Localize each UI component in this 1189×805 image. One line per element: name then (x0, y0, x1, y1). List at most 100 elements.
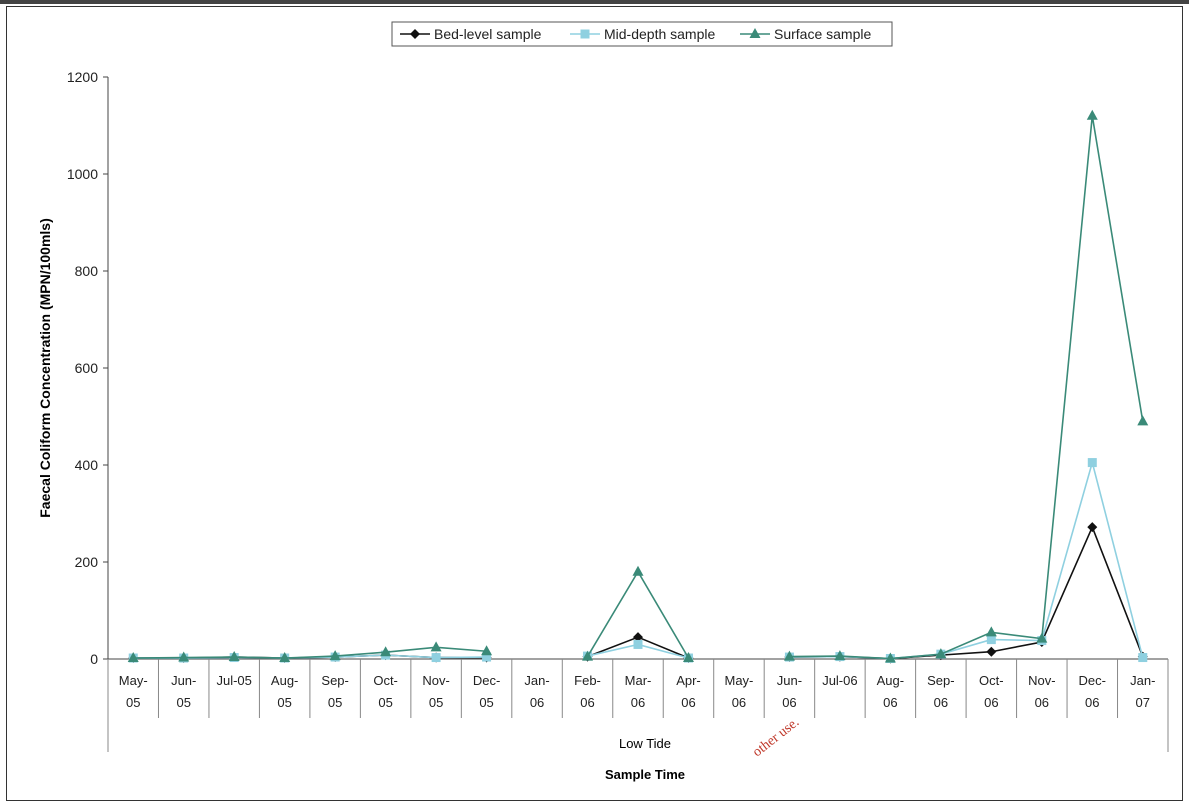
x-tick-label: Jun- (777, 673, 802, 688)
x-tick-label-line2: 06 (530, 695, 544, 710)
y-tick-label: 800 (75, 263, 99, 279)
data-point-diamond (986, 646, 997, 657)
data-point-triangle (380, 646, 392, 657)
y-axis: 0 200 400 600 800 1000 1200 (67, 69, 109, 667)
x-tick-label-line2: 05 (126, 695, 140, 710)
legend-item: Bed-level sample (400, 26, 542, 42)
x-tick-label-line2: 06 (984, 695, 998, 710)
data-point-diamond (633, 632, 643, 643)
x-tick-label: Dec- (473, 673, 500, 688)
data-point-triangle (834, 650, 846, 661)
x-tick-label: Jan- (1130, 673, 1155, 688)
data-point-square (986, 635, 996, 645)
y-axis-label: Faecal Coliform Concentration (MPN/100ml… (37, 218, 53, 518)
data-point-square (633, 639, 643, 649)
series-group (127, 109, 1149, 664)
data-point-triangle (985, 626, 997, 637)
x-axis-label: Sample Time (605, 767, 685, 782)
x-tick-label-line2: 06 (1085, 695, 1099, 710)
x-tick-label-line2: 06 (883, 695, 897, 710)
data-point-triangle (1036, 632, 1048, 643)
data-point-triangle (481, 645, 493, 656)
data-point-triangle (178, 651, 190, 662)
data-point-triangle (682, 652, 694, 663)
data-point-triangle (127, 652, 139, 663)
data-point-diamond (1087, 522, 1098, 533)
legend-box (391, 21, 893, 47)
x-tick-label: Nov- (422, 673, 449, 688)
data-point-triangle (749, 28, 761, 38)
legend-label: Bed-level sample (434, 26, 542, 42)
x-tick-label: Nov- (1028, 673, 1055, 688)
legend: Bed-level sample Mid-depth sample Surface … (391, 21, 893, 47)
data-point-diamond (410, 29, 420, 39)
data-point-triangle (228, 651, 240, 662)
x-tick-label: Oct- (979, 673, 1004, 688)
x-tick-label-line2: 06 (631, 695, 645, 710)
series-line (789, 459, 1144, 660)
x-tick-label: Jun- (171, 673, 196, 688)
x-tick-label-line2: 05 (429, 695, 443, 710)
x-tick-label: Dec- (1079, 673, 1106, 688)
x-tick-label: Aug- (877, 673, 904, 688)
top-border-line (0, 0, 1189, 4)
x-tick-label-line2: 06 (1035, 695, 1049, 710)
x-tick-label: Mar- (625, 673, 652, 688)
x-tick-label: Sep- (321, 673, 348, 688)
x-tick-label: Jul-05 (216, 673, 251, 688)
x-tick-label-line2: 05 (328, 695, 342, 710)
x-tick-label-line2: 07 (1136, 695, 1150, 710)
data-point-triangle (632, 565, 644, 576)
legend-item: Mid-depth sample (570, 26, 715, 42)
y-tick-label: 1200 (67, 69, 98, 85)
x-tick-label: Oct- (373, 673, 398, 688)
x-tick-label-line2: 06 (934, 695, 948, 710)
x-tick-label: Feb- (574, 673, 601, 688)
series-line (789, 524, 1144, 660)
data-point-square (482, 652, 492, 662)
x-axis: May- 05 Jun- 05 Jul-05 Aug- 05 Sep- 05 Oct- 05 Nov-… (107, 658, 1169, 752)
y-tick-label: 600 (75, 360, 99, 376)
x-tick-label: Sep- (927, 673, 954, 688)
data-point-square (1087, 458, 1097, 468)
x-tick-label: May- (119, 673, 148, 688)
x-tick-label: Aug- (271, 673, 298, 688)
legend-label: Mid-depth sample (604, 26, 715, 42)
legend-item: Surface sample (740, 26, 871, 42)
series-line (789, 115, 1144, 660)
x-tick-label-line2: 06 (580, 695, 594, 710)
legend-label: Surface sample (774, 26, 871, 42)
x-tick-label-line2: 06 (681, 695, 695, 710)
data-point-triangle (430, 641, 442, 652)
data-point-square (431, 653, 441, 663)
data-point-triangle (1086, 109, 1098, 120)
y-tick-label: 0 (90, 651, 98, 667)
x-tick-label-line2: 06 (732, 695, 746, 710)
chart-frame (6, 6, 1183, 801)
data-point-square (580, 29, 590, 39)
data-point-triangle (884, 652, 896, 663)
x-tick-label-line2: 05 (479, 695, 493, 710)
x-group-label: Low Tide (619, 736, 671, 751)
data-point-square (1138, 653, 1148, 663)
data-point-triangle (279, 652, 291, 663)
x-tick-label-line2: 05 (277, 695, 291, 710)
y-tick-label: 400 (75, 457, 99, 473)
series-line (133, 646, 487, 659)
series-surface-sample (127, 109, 1149, 663)
data-point-triangle (582, 650, 594, 661)
data-point-triangle (783, 650, 795, 661)
x-tick-label-line2: 05 (176, 695, 190, 710)
x-tick-label: Jan- (524, 673, 549, 688)
y-tick-label: 200 (75, 554, 99, 570)
data-point-triangle (1137, 415, 1149, 426)
data-point-triangle (329, 650, 341, 661)
data-point-triangle (935, 648, 947, 659)
x-tick-label-line2: 06 (782, 695, 796, 710)
y-tick-label: 1000 (67, 166, 98, 182)
x-tick-label: May- (725, 673, 754, 688)
x-tick-label-line2: 05 (378, 695, 392, 710)
x-tick-label: Apr- (676, 673, 701, 688)
x-tick-label: Jul-06 (822, 673, 857, 688)
